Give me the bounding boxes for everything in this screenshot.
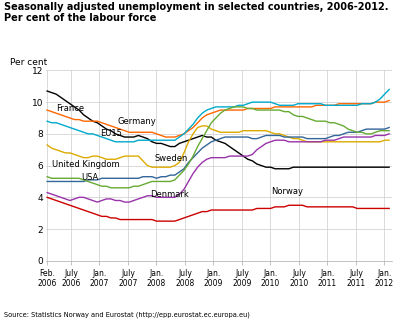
Text: 2006: 2006 — [61, 279, 80, 288]
Text: Per cent of the labour force: Per cent of the labour force — [4, 13, 156, 23]
Text: Jan.: Jan. — [206, 269, 220, 278]
Text: 2010: 2010 — [261, 279, 280, 288]
Text: France: France — [56, 104, 84, 113]
Text: July: July — [292, 269, 306, 278]
Text: 2011: 2011 — [346, 279, 366, 288]
Text: Jan.: Jan. — [377, 269, 392, 278]
Text: 2007: 2007 — [118, 279, 138, 288]
Text: Source: Statistics Norway and Eurostat (http://epp.eurostat.ec.europa.eu): Source: Statistics Norway and Eurostat (… — [4, 312, 250, 318]
Text: United Kingdom: United Kingdom — [52, 159, 120, 169]
Text: July: July — [178, 269, 192, 278]
Text: Jan.: Jan. — [263, 269, 278, 278]
Text: Sweden: Sweden — [155, 154, 188, 163]
Text: Jan.: Jan. — [320, 269, 334, 278]
Text: Seasonally adjusted unemployment in selected countries, 2006-2012.: Seasonally adjusted unemployment in sele… — [4, 2, 388, 12]
Text: Jan.: Jan. — [92, 269, 106, 278]
Text: July: July — [121, 269, 135, 278]
Text: 2010: 2010 — [289, 279, 308, 288]
Text: Germany: Germany — [117, 117, 156, 126]
Text: July: July — [349, 269, 363, 278]
Text: 2008: 2008 — [175, 279, 194, 288]
Text: Per cent: Per cent — [10, 58, 47, 67]
Text: 2012: 2012 — [375, 279, 394, 288]
Text: 2009: 2009 — [232, 279, 252, 288]
Text: Denmark: Denmark — [150, 190, 188, 199]
Text: 2008: 2008 — [147, 279, 166, 288]
Text: Jan.: Jan. — [149, 269, 164, 278]
Text: 2007: 2007 — [90, 279, 109, 288]
Text: EU15: EU15 — [100, 129, 122, 138]
Text: 2009: 2009 — [204, 279, 223, 288]
Text: July: July — [64, 269, 78, 278]
Text: Norway: Norway — [271, 187, 303, 196]
Text: July: July — [235, 269, 249, 278]
Text: 2006: 2006 — [38, 279, 57, 288]
Text: Feb.: Feb. — [39, 269, 55, 278]
Text: 2011: 2011 — [318, 279, 337, 288]
Text: USA: USA — [81, 173, 98, 182]
